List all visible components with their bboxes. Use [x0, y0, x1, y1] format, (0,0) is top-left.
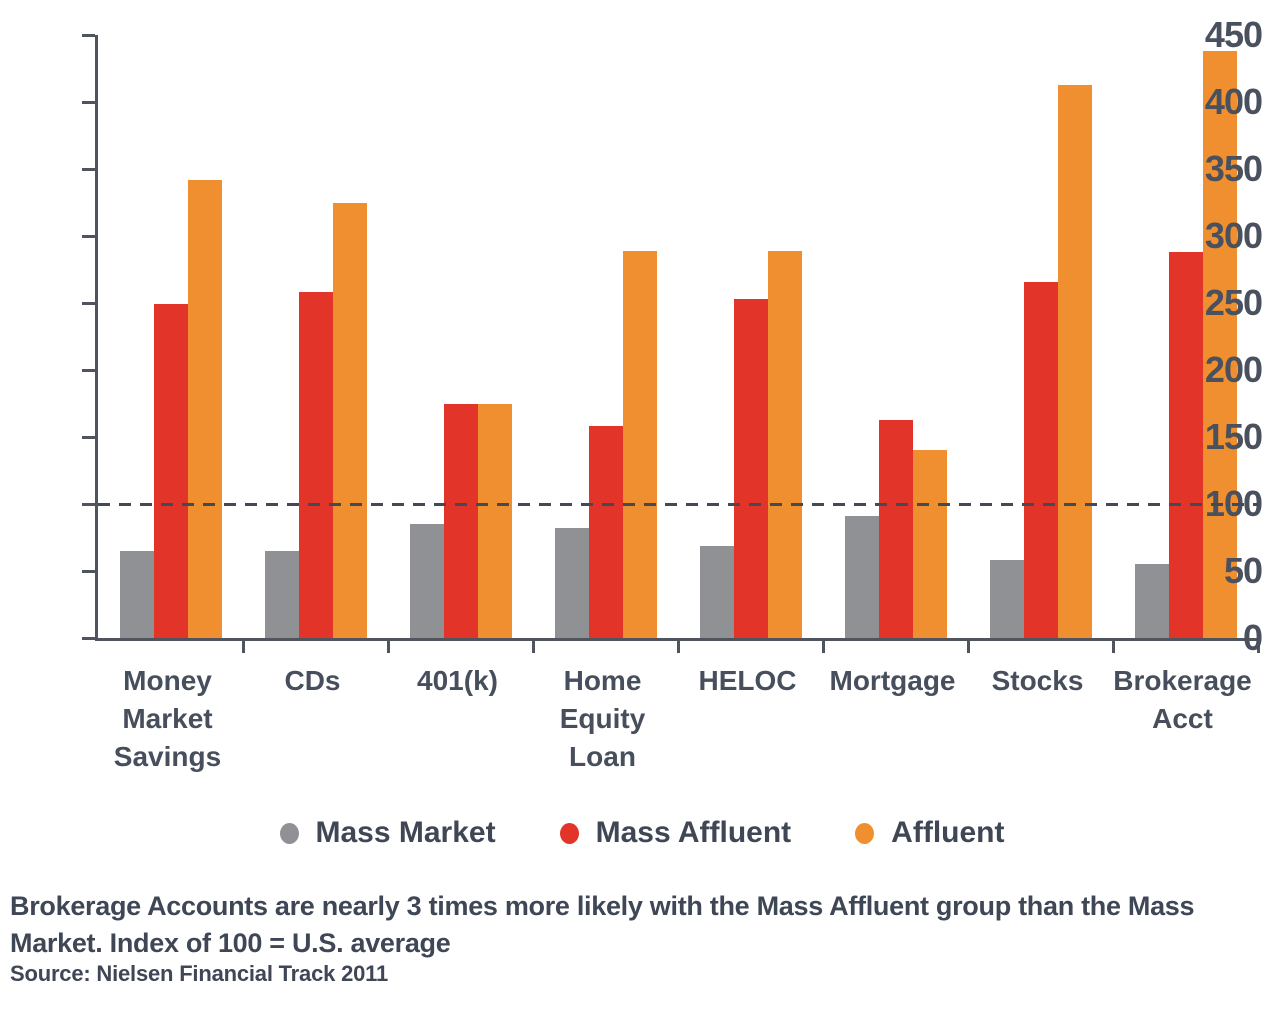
bar-mass-market	[409, 524, 444, 638]
bar-groups-container	[98, 35, 1258, 638]
bar-group	[1113, 35, 1258, 638]
bar-affluent	[767, 250, 802, 638]
y-axis-tick-label: 200	[1204, 349, 1263, 390]
y-axis-tick-label: 450	[1204, 14, 1263, 55]
legend-label: Mass Market	[315, 816, 496, 849]
y-axis-tick	[82, 502, 95, 506]
x-category-label: Stocks	[991, 665, 1084, 696]
bar-mass-market	[844, 516, 879, 638]
x-axis-tick	[966, 638, 970, 653]
legend-dot-icon	[855, 822, 875, 844]
bar-group	[533, 35, 678, 638]
y-axis-tick-label: 0	[1242, 617, 1263, 658]
plot-area	[82, 33, 1260, 653]
reference-line-100	[98, 502, 1258, 506]
bar-mass-market	[699, 545, 734, 638]
y-axis-tick	[82, 435, 95, 439]
y-axis-tick-label: 350	[1204, 148, 1263, 189]
bar-mass-affluent	[443, 403, 478, 638]
bar-mass-affluent	[733, 298, 768, 638]
y-axis-tick	[82, 167, 95, 171]
bar-affluent	[622, 250, 657, 638]
bar-affluent	[477, 403, 512, 638]
chart-caption: Brokerage Accounts are nearly 3 times mo…	[10, 891, 1195, 958]
x-category-label: Brokerage Acct	[1113, 665, 1252, 734]
chart-legend: Mass Market Mass Affluent Affluent	[0, 816, 1284, 850]
y-axis-tick-label: 50	[1223, 550, 1263, 591]
bar-mass-market	[989, 560, 1024, 638]
x-axis-labels: Money Market Savings CDs 401(k) Home Equity…	[95, 662, 1255, 775]
x-axis-tick	[1256, 638, 1260, 653]
bar-mass-market	[554, 528, 589, 638]
legend-dot-icon	[559, 822, 579, 844]
bar-mass-affluent	[588, 426, 623, 638]
y-axis-tick-label: 400	[1204, 81, 1263, 122]
bar-group	[243, 35, 388, 638]
bar-group	[98, 35, 243, 638]
y-axis-tick	[82, 368, 95, 372]
y-axis-tick	[82, 569, 95, 573]
bar-affluent	[912, 450, 947, 638]
bar-mass-market	[1134, 564, 1169, 638]
bar-affluent	[1057, 84, 1092, 638]
y-axis-tick-label: 150	[1204, 416, 1263, 457]
y-axis-tick	[82, 636, 95, 640]
x-axis-tick	[241, 638, 245, 653]
x-category-label: CDs	[284, 665, 341, 696]
bar-mass-market	[119, 550, 154, 638]
bar-group	[678, 35, 823, 638]
x-axis-tick	[531, 638, 535, 653]
legend-dot-icon	[279, 822, 299, 844]
y-axis-tick	[82, 301, 95, 305]
x-category-label: HELOC	[698, 665, 797, 696]
bar-mass-affluent	[298, 292, 333, 638]
x-category-label: 401(k)	[417, 665, 498, 696]
y-axis-tick	[82, 234, 95, 238]
y-axis-tick	[82, 33, 95, 37]
y-axis-tick-label: 250	[1204, 282, 1263, 323]
x-category-label: Home Equity Loan	[559, 665, 646, 772]
legend-item: Mass Affluent	[559, 816, 792, 850]
legend-item: Affluent	[855, 816, 1004, 850]
bar-affluent	[332, 202, 367, 638]
bar-mass-market	[264, 550, 299, 638]
bar-affluent	[1202, 51, 1237, 638]
bar-mass-affluent	[1023, 281, 1058, 638]
x-category-label: Money Market Savings	[113, 665, 222, 772]
x-axis-tick	[386, 638, 390, 653]
y-axis-tick	[82, 100, 95, 104]
bar-mass-affluent	[878, 419, 913, 638]
bar-mass-affluent	[1168, 252, 1203, 638]
x-axis-tick	[676, 638, 680, 653]
bar-group	[968, 35, 1113, 638]
legend-label: Mass Affluent	[595, 816, 792, 849]
y-axis-tick-label: 300	[1204, 215, 1263, 256]
legend-item: Mass Market	[279, 816, 496, 850]
source-note: Source: Nielsen Financial Track 2011	[10, 961, 388, 986]
bar-group	[388, 35, 533, 638]
x-category-label: Mortgage	[829, 665, 956, 696]
bar-group	[823, 35, 968, 638]
legend-label: Affluent	[891, 816, 1005, 849]
x-axis-tick	[821, 638, 825, 653]
x-axis-tick	[1111, 638, 1115, 653]
bar-mass-affluent	[153, 304, 188, 638]
bar-affluent	[187, 179, 222, 638]
